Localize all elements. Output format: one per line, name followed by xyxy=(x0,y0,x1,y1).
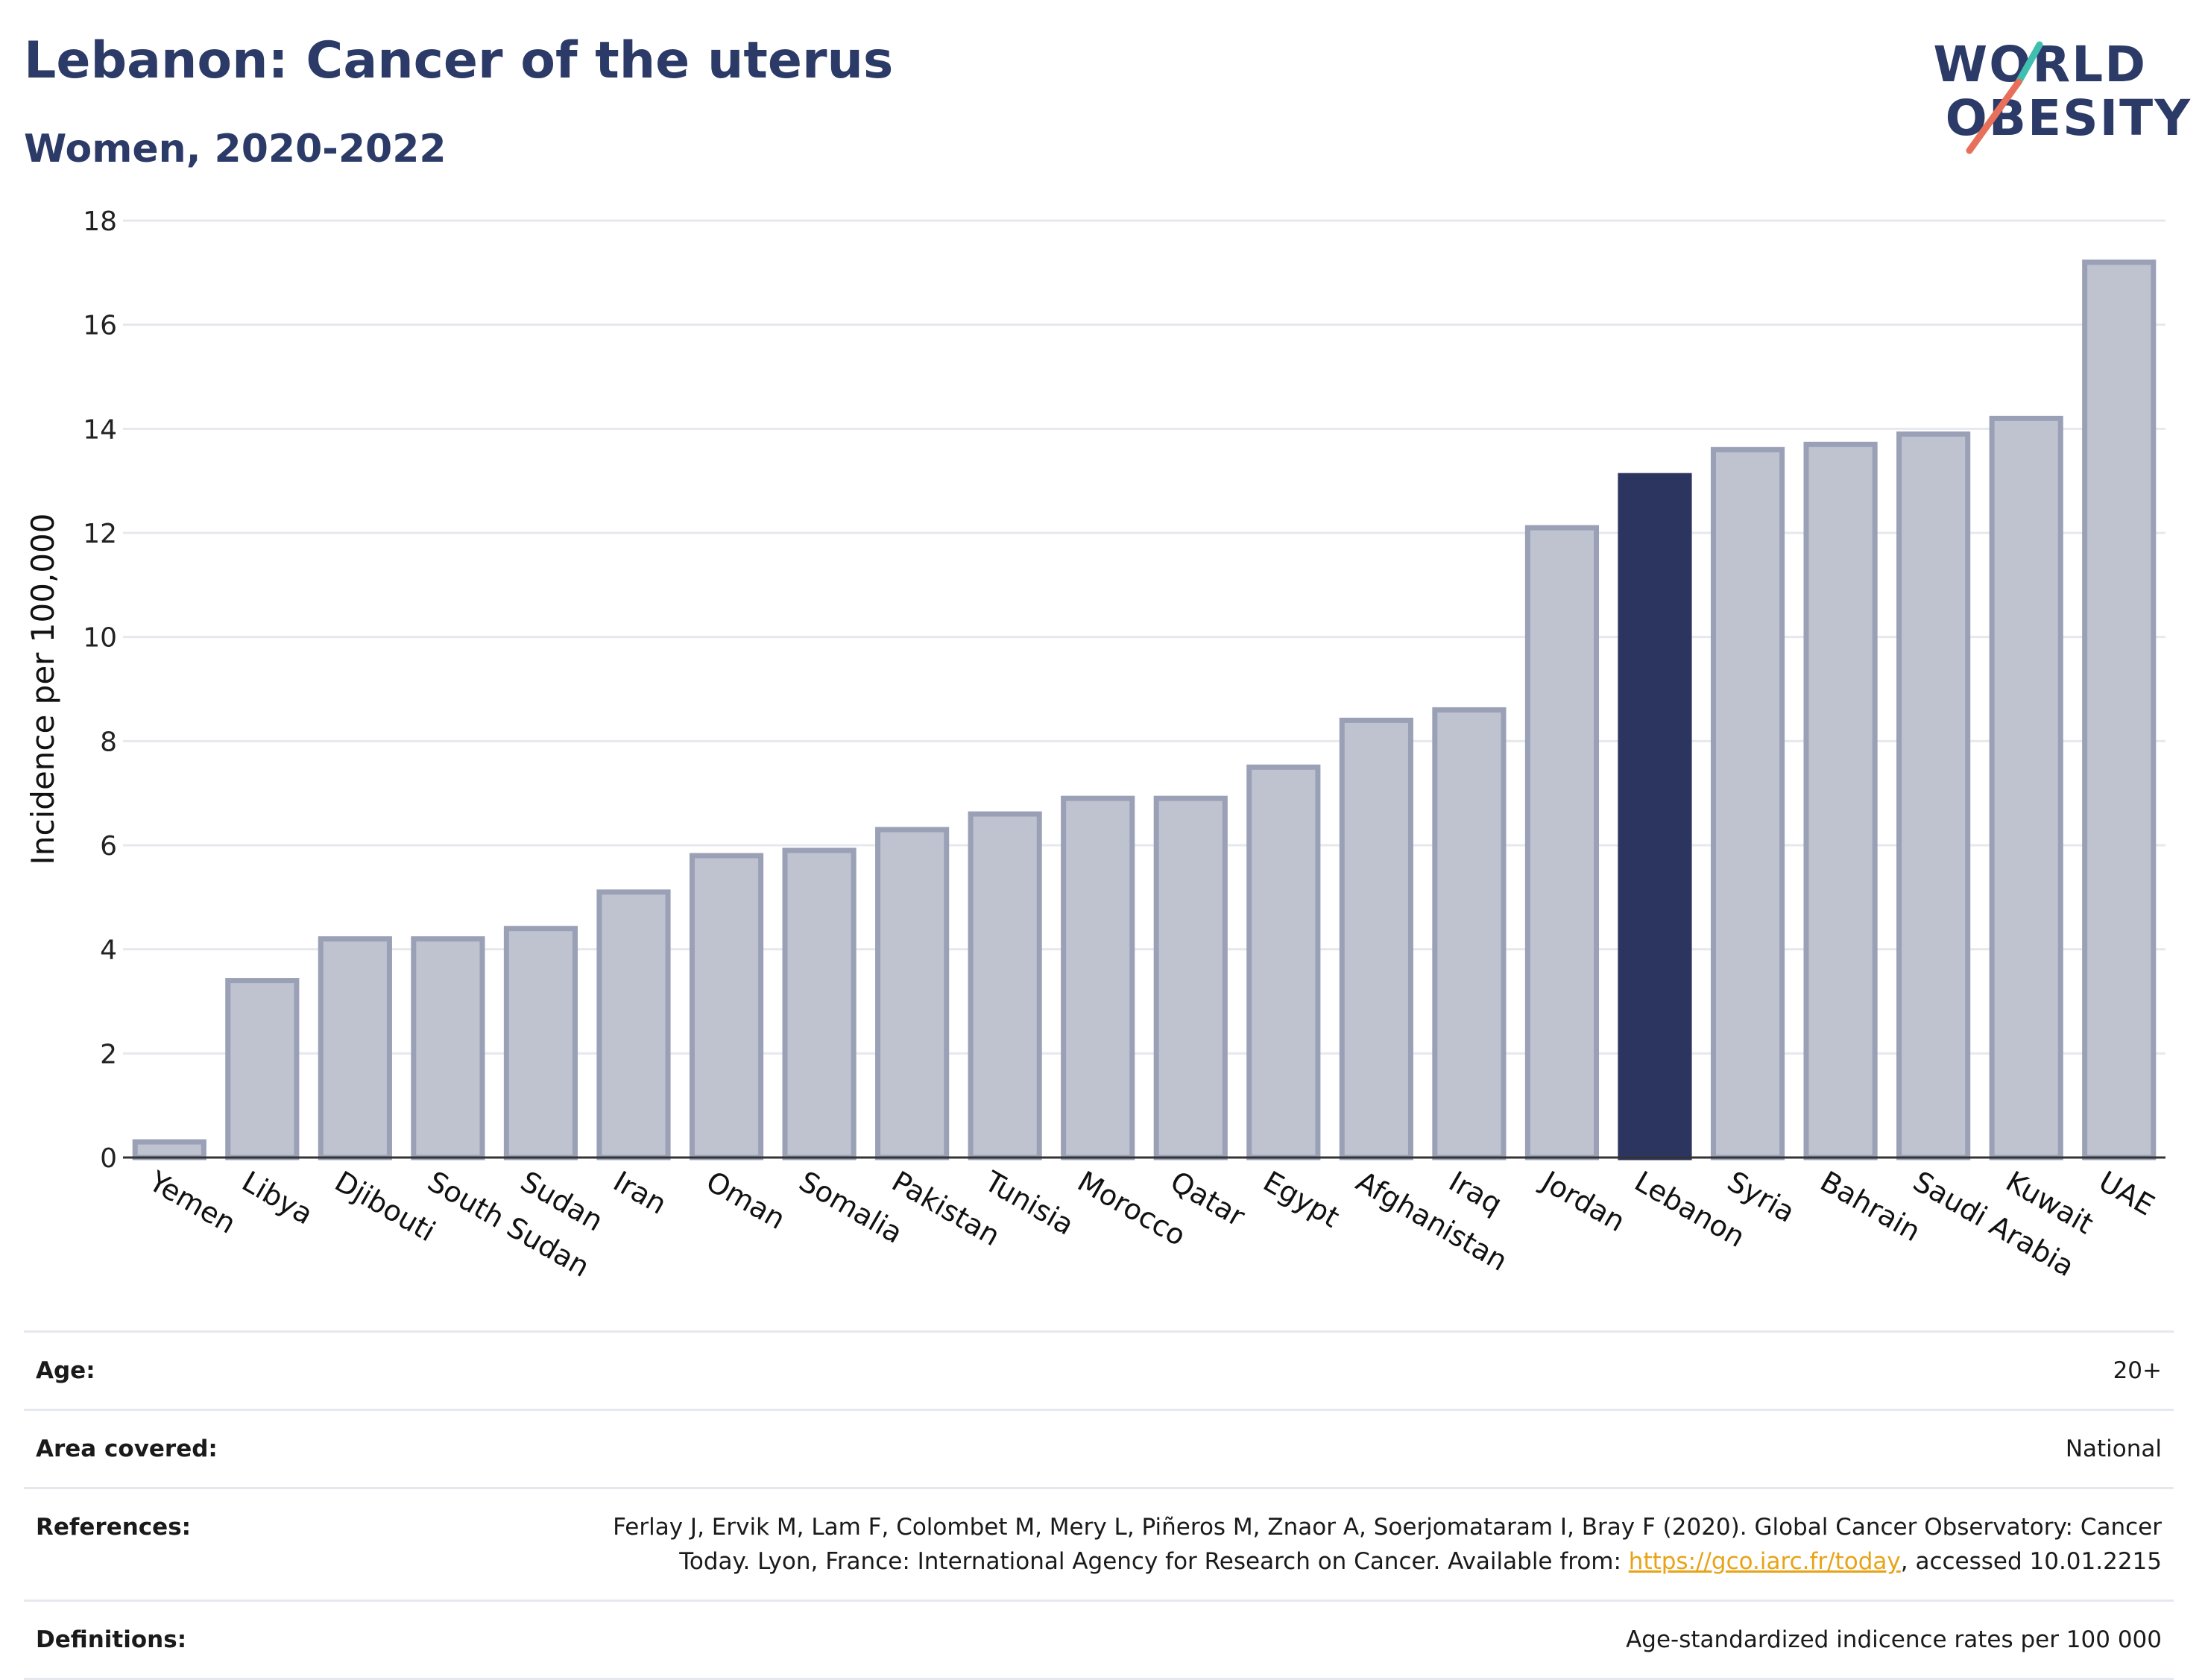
logo-slash-icon xyxy=(1966,41,2043,154)
x-tick-label: Egypt xyxy=(1258,1165,1345,1234)
x-tick-label: Iran xyxy=(608,1165,672,1221)
bar xyxy=(1618,473,1692,1160)
bar xyxy=(1803,441,1878,1160)
bar xyxy=(875,827,950,1160)
bar-chart: 0 2 4 6 8 10 12 14 16 18 Incidence per 100,000 Yeme… xyxy=(25,206,2165,1283)
bar xyxy=(2082,259,2157,1160)
x-tick-label: Oman xyxy=(701,1165,791,1236)
reference-text: Ferlay J, Ervik M, Lam F, Colombet M, Me… xyxy=(613,1514,2162,1575)
info-key: References: xyxy=(36,1514,192,1541)
chart-title: Lebanon: Cancer of the uterus xyxy=(24,31,894,90)
bar xyxy=(1524,525,1600,1160)
world-obesity-logo: WORLD OBESITY xyxy=(1933,22,2192,157)
bar xyxy=(968,811,1042,1160)
x-tick-label: Iraq xyxy=(1443,1165,1507,1221)
y-tick-label: 4 xyxy=(100,935,117,966)
bar xyxy=(318,936,392,1160)
x-tick-label: Djibouti xyxy=(329,1165,441,1248)
y-tick-label: 2 xyxy=(100,1039,117,1070)
y-tick-label: 6 xyxy=(100,831,117,862)
bar xyxy=(503,926,578,1160)
info-row-definitions: Definitions: Age-standardized indicence … xyxy=(24,1600,2174,1680)
info-value: National xyxy=(2065,1436,2162,1462)
x-tick-label: Somalia xyxy=(794,1165,909,1250)
reference-suffix: , accessed 10.01.2215 xyxy=(1900,1548,2162,1575)
info-row-references: References: Ferlay J, Ervik M, Lam F, Co… xyxy=(24,1487,2174,1600)
info-key: Age: xyxy=(36,1357,95,1384)
bar xyxy=(596,889,671,1160)
bar xyxy=(1710,446,1785,1160)
bar xyxy=(132,1139,206,1160)
bar xyxy=(782,847,857,1160)
y-tick-label: 10 xyxy=(83,623,117,654)
bar xyxy=(1339,717,1413,1160)
info-row-area: Area covered: National xyxy=(24,1409,2174,1487)
chart-subtitle: Women, 2020-2022 xyxy=(24,127,447,171)
x-tick-label: Libya xyxy=(236,1165,318,1231)
y-tick-label: 18 xyxy=(83,206,117,237)
y-tick-label: 8 xyxy=(100,727,117,757)
info-value: Ferlay J, Ervik M, Lam F, Colombet M, Me… xyxy=(596,1510,2162,1579)
bar xyxy=(225,978,300,1160)
logo-line-2: OBESITY xyxy=(1945,89,2192,147)
info-key: Area covered: xyxy=(36,1436,218,1462)
bar xyxy=(1432,707,1507,1160)
y-axis-title: Incidence per 100,000 xyxy=(25,514,61,865)
info-table: Age: 20+ Area covered: National Referenc… xyxy=(24,1330,2174,1680)
bar xyxy=(689,853,764,1160)
bar xyxy=(1246,764,1321,1160)
x-tick-label: Bahrain xyxy=(1815,1165,1926,1248)
y-tick-label: 16 xyxy=(83,311,117,341)
info-row-age: Age: 20+ xyxy=(24,1330,2174,1409)
info-value: 20+ xyxy=(2113,1357,2162,1384)
bar xyxy=(1061,795,1135,1160)
bar xyxy=(1896,431,1971,1160)
x-tick-label: Jordan xyxy=(1535,1164,1630,1239)
reference-link[interactable]: https://gco.iarc.fr/today xyxy=(1628,1548,1901,1575)
x-tick-label: UAE xyxy=(2093,1165,2160,1222)
bar xyxy=(411,936,485,1160)
y-tick-label: 14 xyxy=(83,414,117,445)
x-tick-label: Yemen xyxy=(143,1164,242,1240)
y-tick-label: 0 xyxy=(100,1143,117,1174)
bar xyxy=(1153,795,1228,1160)
info-value: Age-standardized indicence rates per 100… xyxy=(1626,1626,2162,1653)
y-tick-label: 12 xyxy=(83,519,117,549)
info-key: Definitions: xyxy=(36,1626,187,1653)
bar xyxy=(1989,415,2063,1160)
